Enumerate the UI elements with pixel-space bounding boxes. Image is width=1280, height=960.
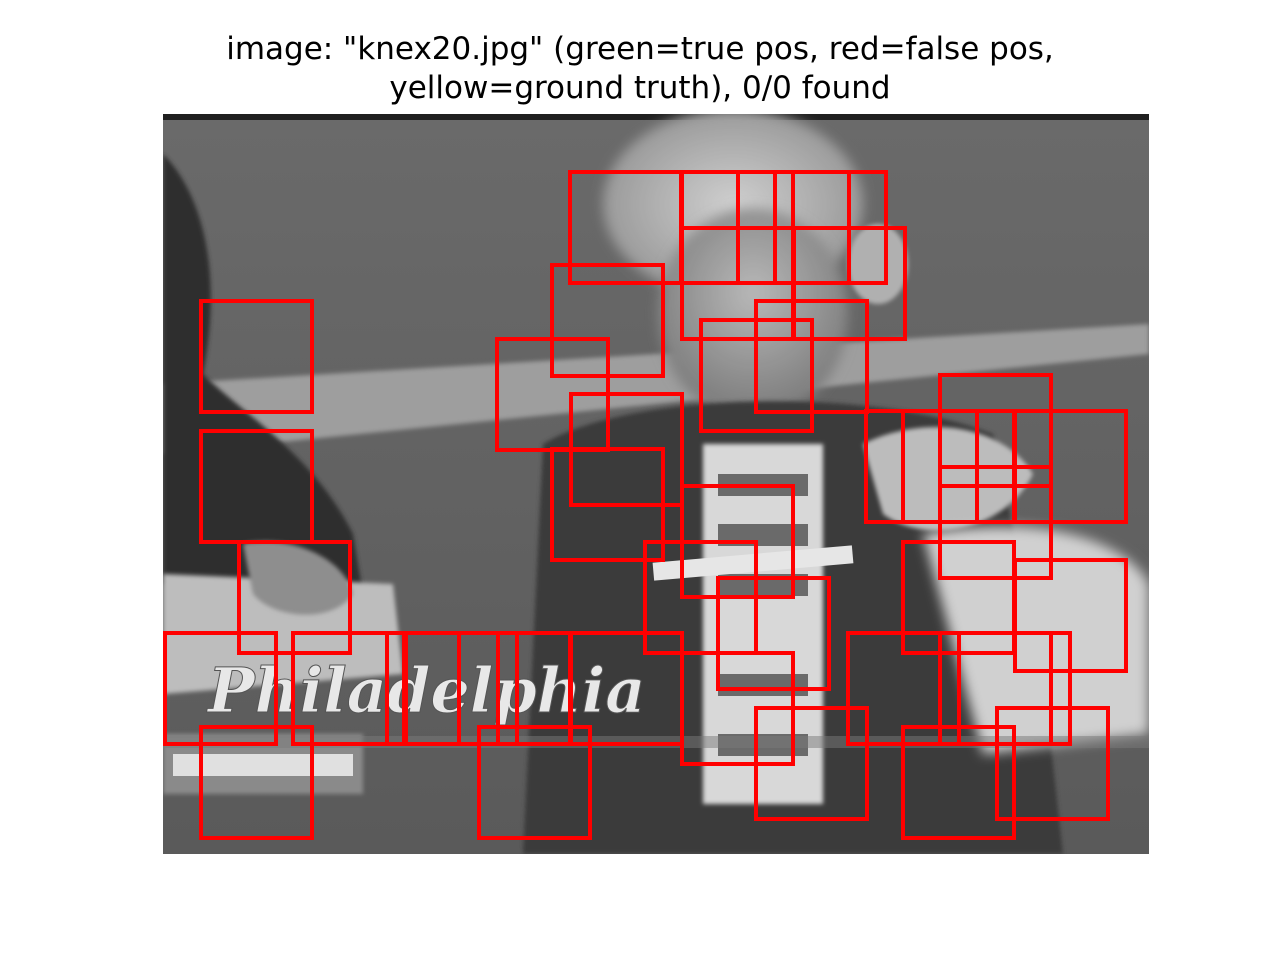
false-positive-box bbox=[754, 706, 869, 821]
child-right-hand bbox=[863, 427, 1033, 531]
detection-boxes bbox=[163, 170, 1128, 840]
false-positive-box bbox=[699, 318, 814, 433]
right-arm-light bbox=[923, 526, 1149, 754]
left-hand bbox=[243, 541, 353, 615]
child-ear bbox=[848, 224, 908, 304]
false-positive-box bbox=[938, 465, 1053, 580]
false-positive-box bbox=[199, 299, 314, 414]
false-positive-box bbox=[716, 576, 831, 691]
false-positive-box bbox=[938, 373, 1053, 488]
false-positive-box bbox=[199, 725, 314, 840]
philadelphia-caption: Philadelphia bbox=[206, 654, 645, 727]
false-positive-box bbox=[901, 725, 1016, 840]
false-positive-box bbox=[477, 725, 592, 840]
false-positive-box bbox=[163, 631, 278, 746]
child-face bbox=[658, 209, 848, 419]
image-axes: Philadelphia bbox=[163, 114, 1149, 854]
false-positive-box bbox=[550, 447, 665, 562]
top-border-strip bbox=[163, 114, 1149, 120]
bottom-left-stand-label bbox=[173, 754, 353, 776]
wall-light-bar bbox=[163, 324, 1149, 454]
false-positive-box bbox=[995, 706, 1110, 821]
false-positive-box bbox=[792, 226, 907, 341]
figure-title-line-1: image: "knex20.jpg" (green=true pos, red… bbox=[226, 31, 1054, 67]
figure-title: image: "knex20.jpg" (green=true pos, red… bbox=[0, 30, 1280, 108]
toy-rod bbox=[652, 545, 854, 581]
figure-title-line-2: yellow=ground truth), 0/0 found bbox=[389, 70, 891, 106]
grayscale-photo: Philadelphia bbox=[163, 114, 1149, 854]
